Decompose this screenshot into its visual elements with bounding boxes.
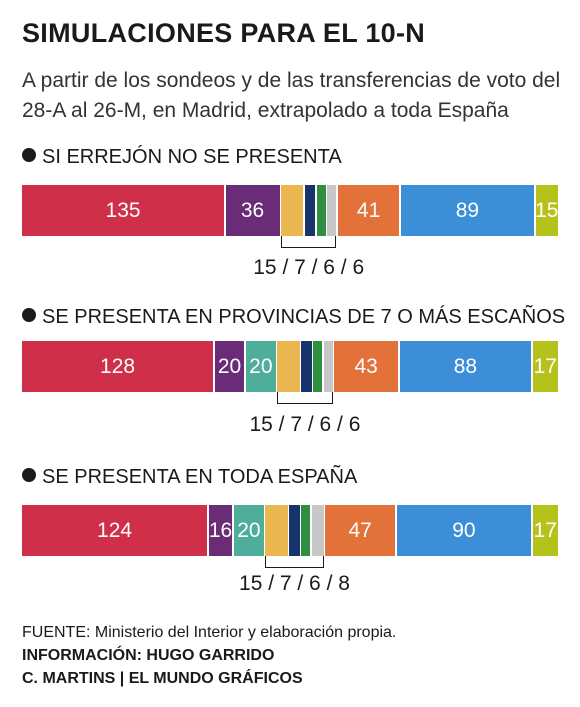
information-credit: INFORMACIÓN: HUGO GARRIDO xyxy=(22,647,275,664)
scenario-title: SE PRESENTA EN TODA ESPAÑA xyxy=(22,466,357,489)
small-parties-bracket xyxy=(281,236,337,248)
bar-segment xyxy=(316,185,326,236)
stacked-bar: 128 20 20 43 88 17 xyxy=(22,341,558,392)
bar-segment: 135 xyxy=(22,185,225,236)
bar-segment xyxy=(313,341,323,392)
bullet-dot xyxy=(22,148,36,162)
scenario-title: SI ERREJÓN NO SE PRESENTA xyxy=(22,146,342,169)
bar-segment xyxy=(301,505,311,556)
footer: FUENTE: Ministerio del Interior y elabor… xyxy=(22,621,396,690)
bar-segment: 17 xyxy=(532,341,558,392)
bar-segment xyxy=(311,505,324,556)
scenario-title: SE PRESENTA EN PROVINCIAS DE 7 O MÁS ESC… xyxy=(22,306,565,329)
bar-segment: 17 xyxy=(532,505,558,556)
bar-segment: 41 xyxy=(337,185,400,236)
small-parties-label: 15 / 7 / 6 / 8 xyxy=(239,572,350,595)
bar-segment xyxy=(265,505,288,556)
chart-subtitle: A partir de los sondeos y de las transfe… xyxy=(22,69,561,122)
bar-segment xyxy=(323,341,333,392)
scenario-title-text: SI ERREJÓN NO SE PRESENTA xyxy=(42,146,342,168)
bar-segment xyxy=(277,341,300,392)
stacked-bar: 124 16 20 47 90 17 xyxy=(22,505,558,556)
bar-segment: 88 xyxy=(399,341,532,392)
bar-segment xyxy=(301,341,312,392)
bar-segment: 15 xyxy=(535,185,558,236)
bar-segment xyxy=(304,185,316,236)
small-parties-bracket xyxy=(277,392,333,404)
bar-segment xyxy=(289,505,300,556)
small-parties-bracket xyxy=(265,556,324,568)
small-parties-label: 15 / 7 / 6 / 6 xyxy=(253,256,365,279)
small-parties-label: 15 / 7 / 6 / 6 xyxy=(249,413,361,436)
bar-segment: 47 xyxy=(325,505,396,556)
bar-segment: 20 xyxy=(234,505,264,556)
bar-segment: 20 xyxy=(245,341,276,392)
bar-segment: 128 xyxy=(22,341,214,392)
graphics-credit: C. MARTINS | EL MUNDO GRÁFICOS xyxy=(22,670,303,687)
chart-title: SIMULACIONES PARA EL 10-N xyxy=(22,18,426,48)
bar-segment: 36 xyxy=(225,185,280,236)
bar-segment: 16 xyxy=(208,505,233,556)
bullet-dot xyxy=(22,308,36,322)
scenario-title-text: SE PRESENTA EN TODA ESPAÑA xyxy=(42,466,358,488)
source-note: FUENTE: Ministerio del Interior y elabor… xyxy=(22,624,397,641)
bar-segment xyxy=(327,185,337,236)
bar-segment xyxy=(281,185,304,236)
bullet-dot xyxy=(22,468,36,482)
bar-segment: 124 xyxy=(22,505,208,556)
bar-segment: 43 xyxy=(334,341,399,392)
bar-segment: 89 xyxy=(400,185,535,236)
bar-segment: 90 xyxy=(396,505,532,556)
stacked-bar: 135 36 41 89 15 xyxy=(22,185,558,236)
scenario-title-text: SE PRESENTA EN PROVINCIAS DE 7 O MÁS ESC… xyxy=(42,306,566,328)
bar-segment: 20 xyxy=(214,341,245,392)
